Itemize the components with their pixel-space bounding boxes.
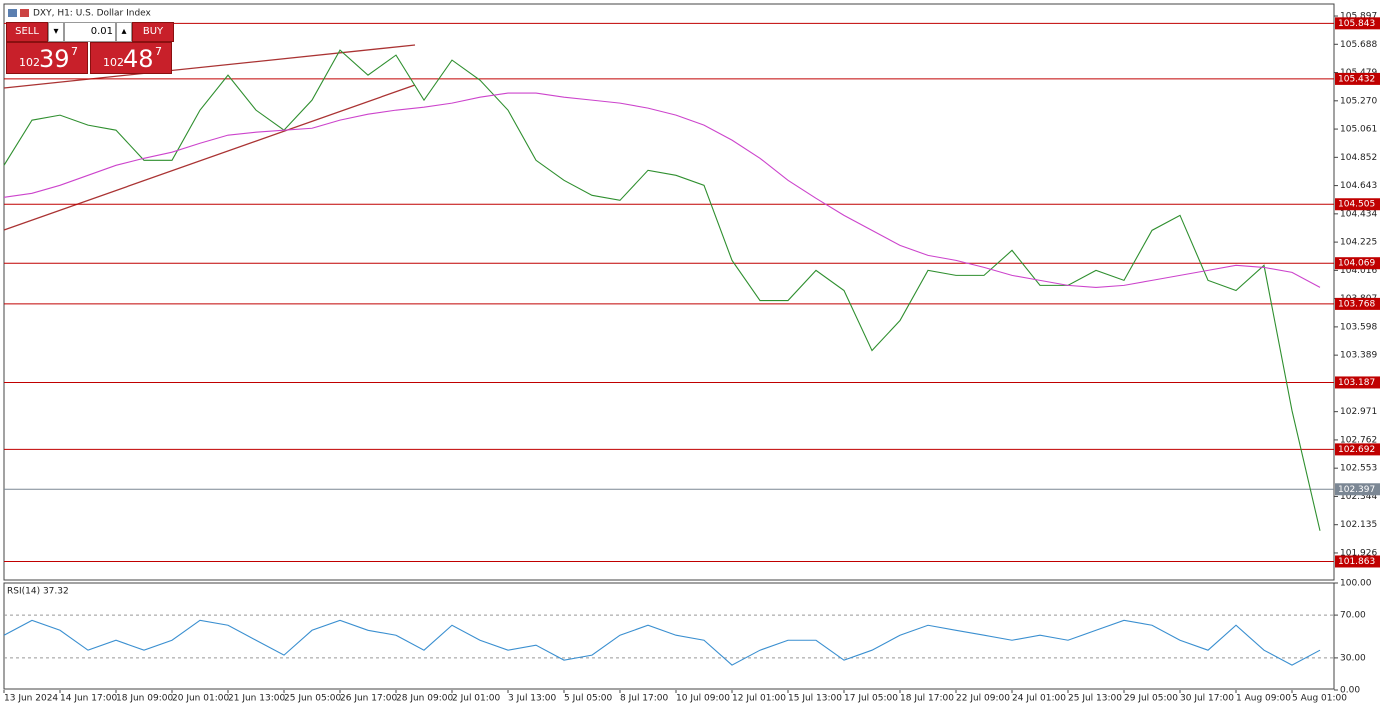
x-tick-label: 22 Jul 09:00 <box>956 694 1010 704</box>
y-tick-label: 105.897 <box>1340 12 1377 22</box>
icon <box>20 9 29 17</box>
y-tick-label: 104.225 <box>1340 238 1377 248</box>
y-tick-label: 0.00 <box>1340 686 1360 696</box>
x-tick-label: 25 Jul 13:00 <box>1068 694 1122 704</box>
x-tick-label: 8 Jul 17:00 <box>620 694 669 704</box>
x-tick-label: 14 Jun 17:00 <box>60 694 117 704</box>
x-tick-label: 29 Jul 05:00 <box>1124 694 1178 704</box>
y-tick-label: 102.971 <box>1340 407 1377 417</box>
y-tick-label: 103.389 <box>1340 351 1377 361</box>
level-label-box <box>1335 297 1380 310</box>
level-label-box <box>1335 443 1380 456</box>
trendline <box>3 84 416 231</box>
sell-button[interactable]: SELL <box>6 22 48 42</box>
series-line <box>3 92 1321 288</box>
y-tick-label: 105.061 <box>1340 125 1377 135</box>
y-tick-label: 104.643 <box>1340 181 1377 191</box>
x-tick-label: 28 Jun 09:00 <box>396 694 453 704</box>
price-frame <box>3 3 1335 581</box>
x-tick-label: 15 Jul 13:00 <box>788 694 842 704</box>
x-tick-label: 12 Jul 01:00 <box>732 694 786 704</box>
x-tick-label: 13 Jun 2024 <box>4 694 58 704</box>
bid-sup: 7 <box>71 45 78 58</box>
trade-panel: SELL ▾ 0.01 ▴ BUY 102 39 7 102 48 7 <box>6 22 174 74</box>
buy-button[interactable]: BUY <box>132 22 174 42</box>
level-label-box <box>1335 17 1380 30</box>
y-tick-label: 100.00 <box>1340 579 1372 589</box>
x-tick-label: 10 Jul 09:00 <box>676 694 730 704</box>
y-tick-label: 104.016 <box>1340 266 1377 276</box>
bid-main: 39 <box>39 45 70 73</box>
x-tick-label: 2 Jul 01:00 <box>452 694 501 704</box>
level-label-box <box>1335 376 1380 389</box>
y-tick-label: 104.852 <box>1340 153 1377 163</box>
ask-main: 48 <box>123 45 154 73</box>
x-tick-label: 1 Aug 09:00 <box>1236 694 1291 704</box>
bid-big: 102 <box>19 56 40 69</box>
dropdown[interactable]: ▾ <box>48 22 64 42</box>
level-label: 103.187 <box>1338 378 1375 388</box>
x-tick-label: 24 Jul 01:00 <box>1012 694 1066 704</box>
y-tick-label: 101.926 <box>1340 548 1377 558</box>
current-price-label: 102.397 <box>1338 485 1375 495</box>
y-tick-label: 102.553 <box>1340 464 1377 474</box>
series-line <box>3 619 1321 666</box>
level-label: 105.432 <box>1338 74 1375 84</box>
x-tick-label: 30 Jul 17:00 <box>1180 694 1234 704</box>
dropdown[interactable]: ▴ <box>116 22 132 42</box>
volume-input[interactable]: 0.01 <box>64 22 116 42</box>
ask-sup: 7 <box>155 45 162 58</box>
icon <box>8 9 17 17</box>
level-label-box <box>1335 72 1380 85</box>
level-label-box <box>1335 555 1380 568</box>
level-label: 105.843 <box>1338 19 1375 29</box>
level-label-box <box>1335 257 1380 270</box>
y-tick-label: 104.434 <box>1340 209 1377 219</box>
level-label: 101.863 <box>1338 557 1375 567</box>
x-tick-label: 20 Jun 01:00 <box>172 694 229 704</box>
x-tick-label: 17 Jul 05:00 <box>844 694 898 704</box>
level-label: 103.768 <box>1338 299 1375 309</box>
ask-price[interactable]: 102 48 7 <box>90 42 172 74</box>
ask-big: 102 <box>103 56 124 69</box>
x-tick-label: 5 Jul 05:00 <box>564 694 613 704</box>
y-tick-label: 70.00 <box>1340 611 1366 621</box>
level-label-box <box>1335 198 1380 211</box>
x-tick-label: 25 Jun 05:00 <box>284 694 341 704</box>
rsi-title: RSI(14) 37.32 <box>7 587 69 597</box>
x-tick-label: 3 Jul 13:00 <box>508 694 557 704</box>
rsi-frame <box>3 582 1335 690</box>
chart-title: DXY, H1: U.S. Dollar Index <box>33 9 152 19</box>
current-price-box <box>1335 483 1380 496</box>
trendline <box>3 44 416 89</box>
y-tick-label: 102.135 <box>1340 520 1377 530</box>
bid-price[interactable]: 102 39 7 <box>6 42 88 74</box>
x-tick-label: 18 Jul 17:00 <box>900 694 954 704</box>
y-tick-label: 102.344 <box>1340 492 1377 502</box>
y-tick-label: 105.270 <box>1340 96 1377 106</box>
x-tick-label: 5 Aug 01:00 <box>1292 694 1347 704</box>
x-tick-label: 18 Jun 09:00 <box>116 694 173 704</box>
series-line <box>3 49 1321 531</box>
y-tick-label: 103.598 <box>1340 322 1377 332</box>
level-label: 104.069 <box>1338 259 1375 269</box>
level-label: 102.692 <box>1338 445 1375 455</box>
y-tick-label: 30.00 <box>1340 653 1366 663</box>
x-tick-label: 26 Jun 17:00 <box>340 694 397 704</box>
y-tick-label: 102.762 <box>1340 435 1377 445</box>
level-label: 104.505 <box>1338 200 1375 210</box>
y-tick-label: 105.688 <box>1340 40 1377 50</box>
x-tick-label: 21 Jun 13:00 <box>228 694 285 704</box>
